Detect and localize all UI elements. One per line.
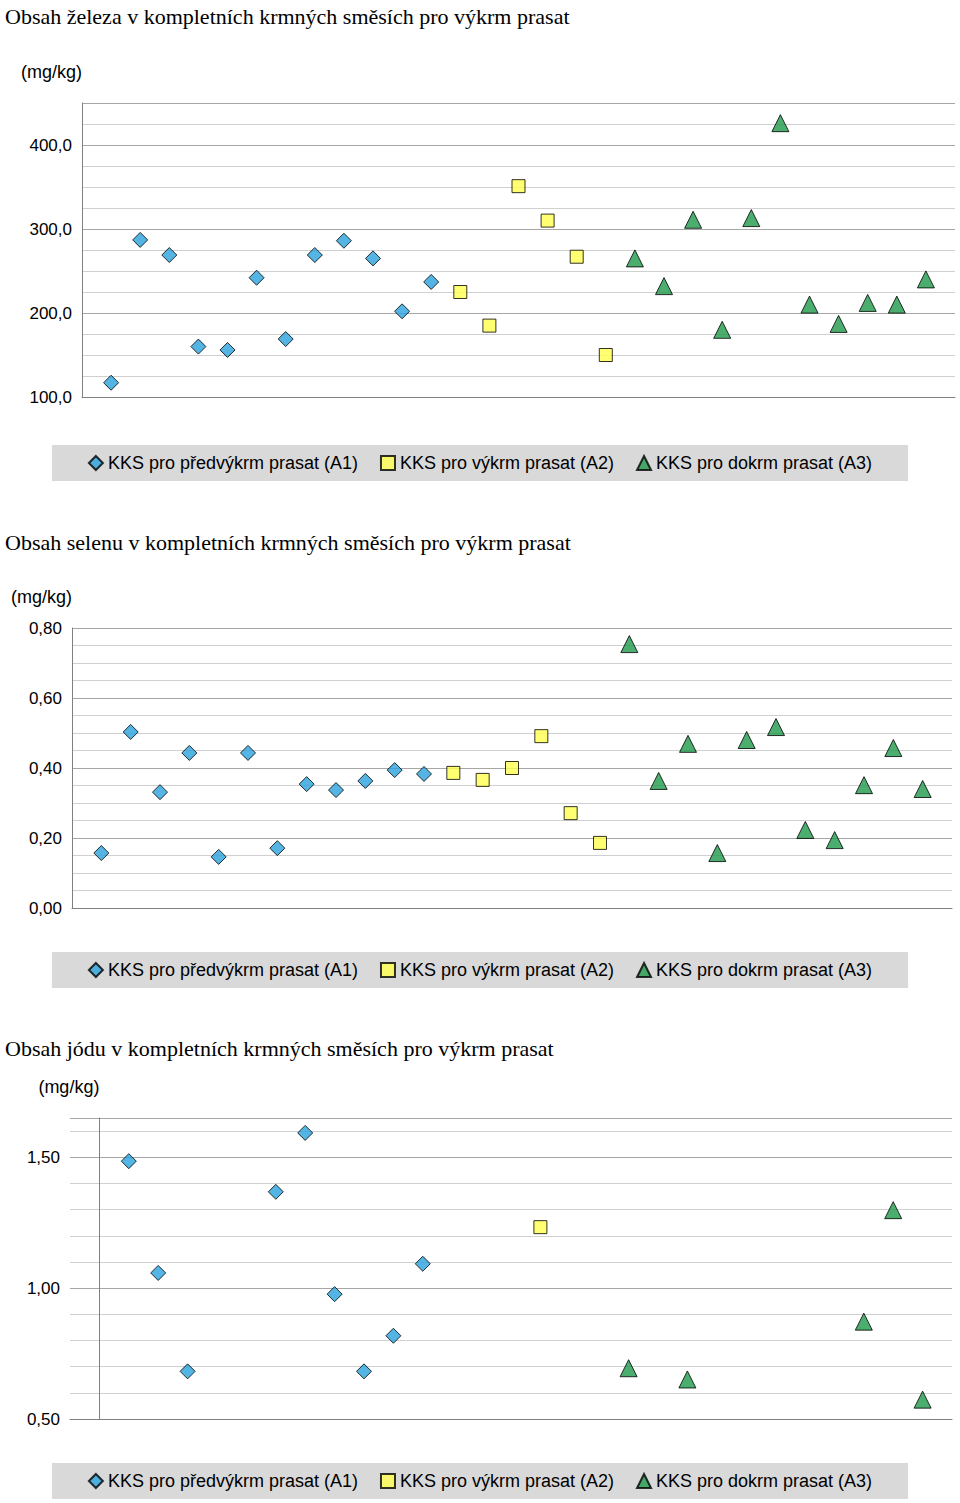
svg-text:400,0: 400,0 bbox=[29, 136, 72, 155]
svg-text:0,80: 0,80 bbox=[29, 619, 62, 638]
svg-text:Obsah selenu v kompletních krm: Obsah selenu v kompletních krmných směsí… bbox=[5, 530, 571, 555]
svg-text:(mg/kg): (mg/kg) bbox=[38, 1077, 99, 1097]
svg-text:(mg/kg): (mg/kg) bbox=[21, 62, 82, 82]
svg-text:KKS pro předvýkrm prasat (A1): KKS pro předvýkrm prasat (A1) bbox=[108, 453, 358, 473]
svg-text:0,60: 0,60 bbox=[29, 689, 62, 708]
svg-text:0,40: 0,40 bbox=[29, 759, 62, 778]
svg-text:0,50: 0,50 bbox=[27, 1410, 60, 1429]
svg-text:Obsah železa v kompletních krm: Obsah železa v kompletních krmných směsí… bbox=[5, 4, 570, 29]
svg-text:100,0: 100,0 bbox=[29, 388, 72, 407]
svg-text:1,00: 1,00 bbox=[27, 1279, 60, 1298]
svg-text:KKS pro výkrm prasat (A2): KKS pro výkrm prasat (A2) bbox=[400, 960, 614, 980]
svg-text:KKS pro výkrm prasat (A2): KKS pro výkrm prasat (A2) bbox=[400, 1471, 614, 1491]
svg-text:(mg/kg): (mg/kg) bbox=[11, 587, 72, 607]
svg-text:Obsah jódu v kompletních krmný: Obsah jódu v kompletních krmných směsích… bbox=[5, 1036, 554, 1061]
svg-text:0,20: 0,20 bbox=[29, 829, 62, 848]
svg-text:KKS pro dokrm prasat (A3): KKS pro dokrm prasat (A3) bbox=[656, 1471, 872, 1491]
svg-text:KKS pro předvýkrm prasat (A1): KKS pro předvýkrm prasat (A1) bbox=[108, 960, 358, 980]
svg-text:1,50: 1,50 bbox=[27, 1148, 60, 1167]
svg-text:200,0: 200,0 bbox=[29, 304, 72, 323]
svg-text:KKS pro dokrm prasat (A3): KKS pro dokrm prasat (A3) bbox=[656, 960, 872, 980]
svg-text:0,00: 0,00 bbox=[29, 899, 62, 918]
svg-text:KKS pro dokrm prasat (A3): KKS pro dokrm prasat (A3) bbox=[656, 453, 872, 473]
svg-text:300,0: 300,0 bbox=[29, 220, 72, 239]
svg-text:KKS pro výkrm prasat (A2): KKS pro výkrm prasat (A2) bbox=[400, 453, 614, 473]
svg-text:KKS pro předvýkrm prasat (A1): KKS pro předvýkrm prasat (A1) bbox=[108, 1471, 358, 1491]
